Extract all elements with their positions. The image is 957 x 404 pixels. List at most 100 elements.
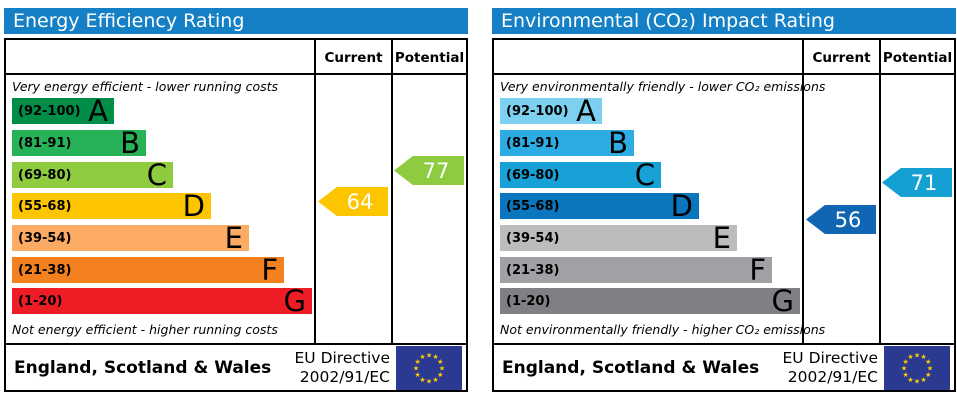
svg-text:★: ★	[914, 351, 920, 359]
band-letter: B	[608, 126, 628, 160]
svg-text:★: ★	[419, 353, 425, 361]
svg-text:★: ★	[920, 375, 926, 383]
bottom-caption: Not environmentally friendly - higher CO…	[500, 322, 826, 337]
table-footer: England, Scotland & Wales EU Directive 2…	[494, 343, 954, 390]
energy-efficiency-panel: Energy Efficiency Rating Current Potenti…	[4, 8, 468, 392]
band-range-label: (21-38)	[506, 262, 560, 278]
band-range-label: (39-54)	[506, 230, 560, 246]
band-letter: C	[634, 158, 655, 192]
band-letter: F	[261, 253, 278, 287]
band-letter: F	[749, 253, 766, 287]
band-g: (1-20) G	[500, 284, 800, 318]
band-letter: E	[224, 221, 243, 255]
band-range-label: (55-68)	[18, 198, 72, 214]
column-divider	[802, 40, 804, 345]
svg-text:★: ★	[426, 377, 432, 385]
panel-title: Environmental (CO₂) Impact Rating	[501, 10, 835, 32]
current-rating-arrow: 56	[806, 205, 876, 234]
band-letter: B	[120, 126, 140, 160]
eu-directive-line2: 2002/91/EC	[787, 367, 878, 386]
potential-rating-arrow: 77	[394, 156, 464, 185]
svg-text:★: ★	[432, 375, 438, 383]
svg-text:★: ★	[439, 364, 445, 372]
band-letter: A	[88, 94, 108, 128]
bands-area: Very energy efficient - lower running co…	[6, 75, 466, 343]
current-rating-value: 56	[834, 207, 862, 232]
panel-title: Energy Efficiency Rating	[13, 10, 245, 32]
svg-text:★: ★	[927, 364, 933, 372]
current-rating-value: 64	[346, 189, 374, 214]
eu-directive-label: EU Directive 2002/91/EC	[295, 349, 391, 386]
current-column-header: Current	[324, 49, 383, 66]
svg-text:★: ★	[901, 364, 907, 372]
eu-flag-icon: ★ ★★ ★★★ ★★★ ★★★	[884, 345, 950, 390]
band-letter: G	[283, 284, 306, 318]
svg-text:★: ★	[426, 351, 432, 359]
svg-text:★: ★	[415, 371, 421, 379]
table-header-row: Current Potential	[6, 40, 466, 75]
current-rating-arrow: 64	[318, 187, 388, 216]
band-c: (69-80) C	[500, 158, 661, 192]
svg-text:★: ★	[437, 371, 443, 379]
column-divider	[314, 40, 316, 345]
band-letter: G	[771, 284, 794, 318]
band-b: (81-91) B	[500, 126, 634, 160]
band-a: (92-100) A	[12, 94, 114, 128]
environmental-impact-panel: Environmental (CO₂) Impact Rating Curren…	[492, 8, 956, 392]
svg-text:★: ★	[437, 358, 443, 366]
band-e: (39-54) E	[500, 221, 737, 255]
svg-text:★: ★	[413, 364, 419, 372]
svg-text:★: ★	[903, 371, 909, 379]
panel-title-bar: Environmental (CO₂) Impact Rating	[492, 8, 956, 34]
potential-column-header: Potential	[882, 49, 953, 66]
band-f: (21-38) F	[12, 253, 284, 287]
eu-directive-line1: EU Directive	[782, 349, 879, 368]
band-c: (69-80) C	[12, 161, 173, 190]
table-header-row: Current Potential	[494, 40, 954, 75]
svg-text:★: ★	[907, 375, 913, 383]
band-range-label: (92-100)	[506, 103, 569, 119]
band-e: (39-54) E	[12, 221, 249, 255]
top-caption: Very energy efficient - lower running co…	[12, 79, 279, 94]
svg-text:★: ★	[920, 353, 926, 361]
band-letter: A	[576, 94, 596, 128]
svg-text:★: ★	[903, 358, 909, 366]
table-footer: England, Scotland & Wales EU Directive 2…	[6, 343, 466, 390]
rating-table: Current Potential Very environmentally f…	[492, 38, 956, 392]
bottom-caption: Not energy efficient - higher running co…	[12, 322, 278, 337]
band-g: (1-20) G	[12, 284, 312, 318]
eu-flag-icon: ★ ★★ ★★★ ★★★ ★★★	[396, 345, 462, 390]
bands-area: Very environmentally friendly - lower CO…	[494, 75, 954, 343]
eu-directive-line2: 2002/91/EC	[299, 367, 390, 386]
potential-column-header: Potential	[394, 49, 465, 66]
column-divider	[391, 40, 393, 345]
band-a: (92-100) A	[500, 94, 602, 128]
band-d: (55-68) D	[12, 192, 211, 221]
band-d: (55-68) D	[500, 189, 699, 223]
svg-text:★: ★	[415, 358, 421, 366]
band-letter: E	[712, 221, 731, 255]
panel-title-bar: Energy Efficiency Rating	[4, 8, 468, 34]
band-range-label: (1-20)	[506, 293, 551, 309]
band-range-label: (39-54)	[18, 230, 72, 246]
svg-text:★: ★	[419, 375, 425, 383]
band-range-label: (69-80)	[506, 167, 560, 183]
band-f: (21-38) F	[500, 253, 772, 287]
potential-rating-value: 77	[422, 158, 450, 183]
svg-text:★: ★	[432, 353, 438, 361]
svg-text:★: ★	[914, 377, 920, 385]
svg-text:★: ★	[925, 371, 931, 379]
band-letter: D	[670, 189, 693, 223]
band-range-label: (21-38)	[18, 262, 72, 278]
band-b: (81-91) B	[12, 126, 146, 160]
svg-text:★: ★	[907, 353, 913, 361]
potential-rating-arrow: 71	[882, 168, 952, 197]
region-label: England, Scotland & Wales	[14, 357, 272, 378]
eu-directive-label: EU Directive 2002/91/EC	[783, 349, 879, 386]
band-range-label: (55-68)	[506, 198, 560, 214]
band-range-label: (81-91)	[506, 135, 560, 151]
svg-text:★: ★	[925, 358, 931, 366]
top-caption: Very environmentally friendly - lower CO…	[500, 79, 826, 94]
band-range-label: (92-100)	[18, 103, 81, 119]
band-range-label: (1-20)	[18, 293, 63, 309]
